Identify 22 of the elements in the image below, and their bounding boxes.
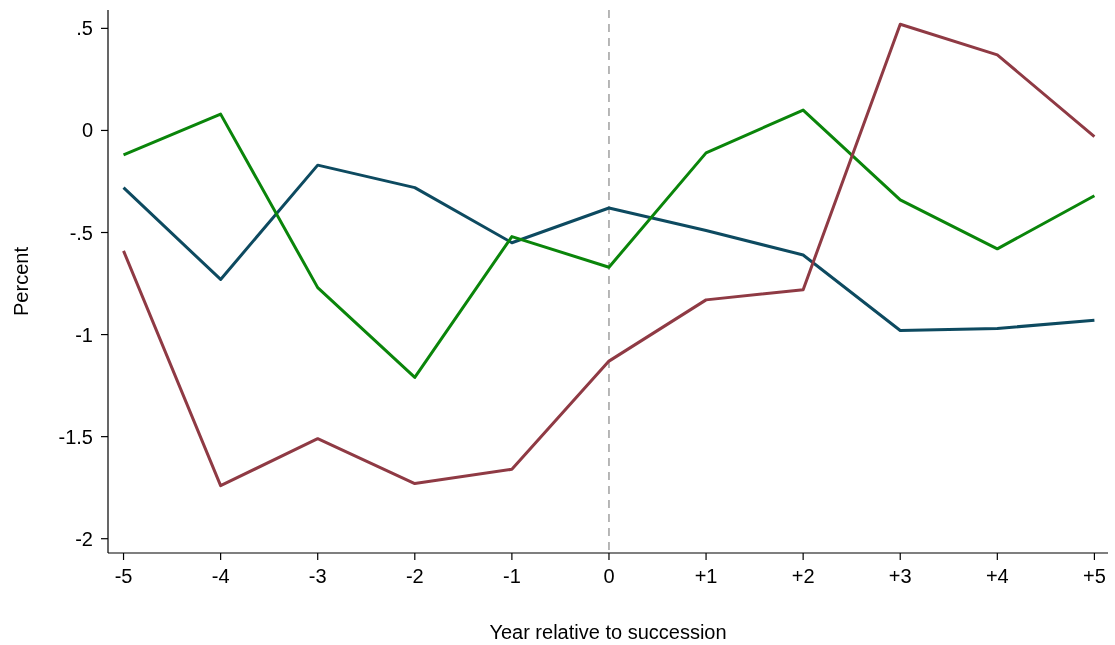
x-tick-label: +3 bbox=[888, 565, 912, 587]
x-tick-label: -3 bbox=[308, 565, 327, 587]
line-series bbox=[122, 163, 1096, 332]
x-tick-label: -2 bbox=[405, 565, 424, 587]
x-tick-label: -5 bbox=[114, 565, 133, 587]
line-series bbox=[122, 22, 1096, 488]
x-tick-label: +1 bbox=[694, 565, 718, 587]
y-tick-label: -.5 bbox=[69, 221, 93, 244]
y-tick-label: -1.5 bbox=[58, 425, 93, 448]
x-tick-label: -1 bbox=[502, 565, 521, 587]
x-tick-label: -4 bbox=[211, 565, 230, 587]
x-tick-label: 0 bbox=[603, 565, 615, 587]
y-tick-label: .5 bbox=[76, 17, 93, 40]
x-tick-label: +2 bbox=[791, 565, 815, 587]
y-axis-title: Percent bbox=[10, 246, 32, 316]
y-tick-label: -2 bbox=[75, 527, 93, 550]
line-series bbox=[122, 108, 1096, 379]
x-axis-title: Year relative to succession bbox=[489, 621, 727, 643]
y-tick-label: -1 bbox=[75, 323, 93, 346]
y-tick-label: 0 bbox=[81, 119, 93, 142]
x-tick-label: +4 bbox=[985, 565, 1009, 587]
x-tick-label: +5 bbox=[1083, 565, 1106, 587]
